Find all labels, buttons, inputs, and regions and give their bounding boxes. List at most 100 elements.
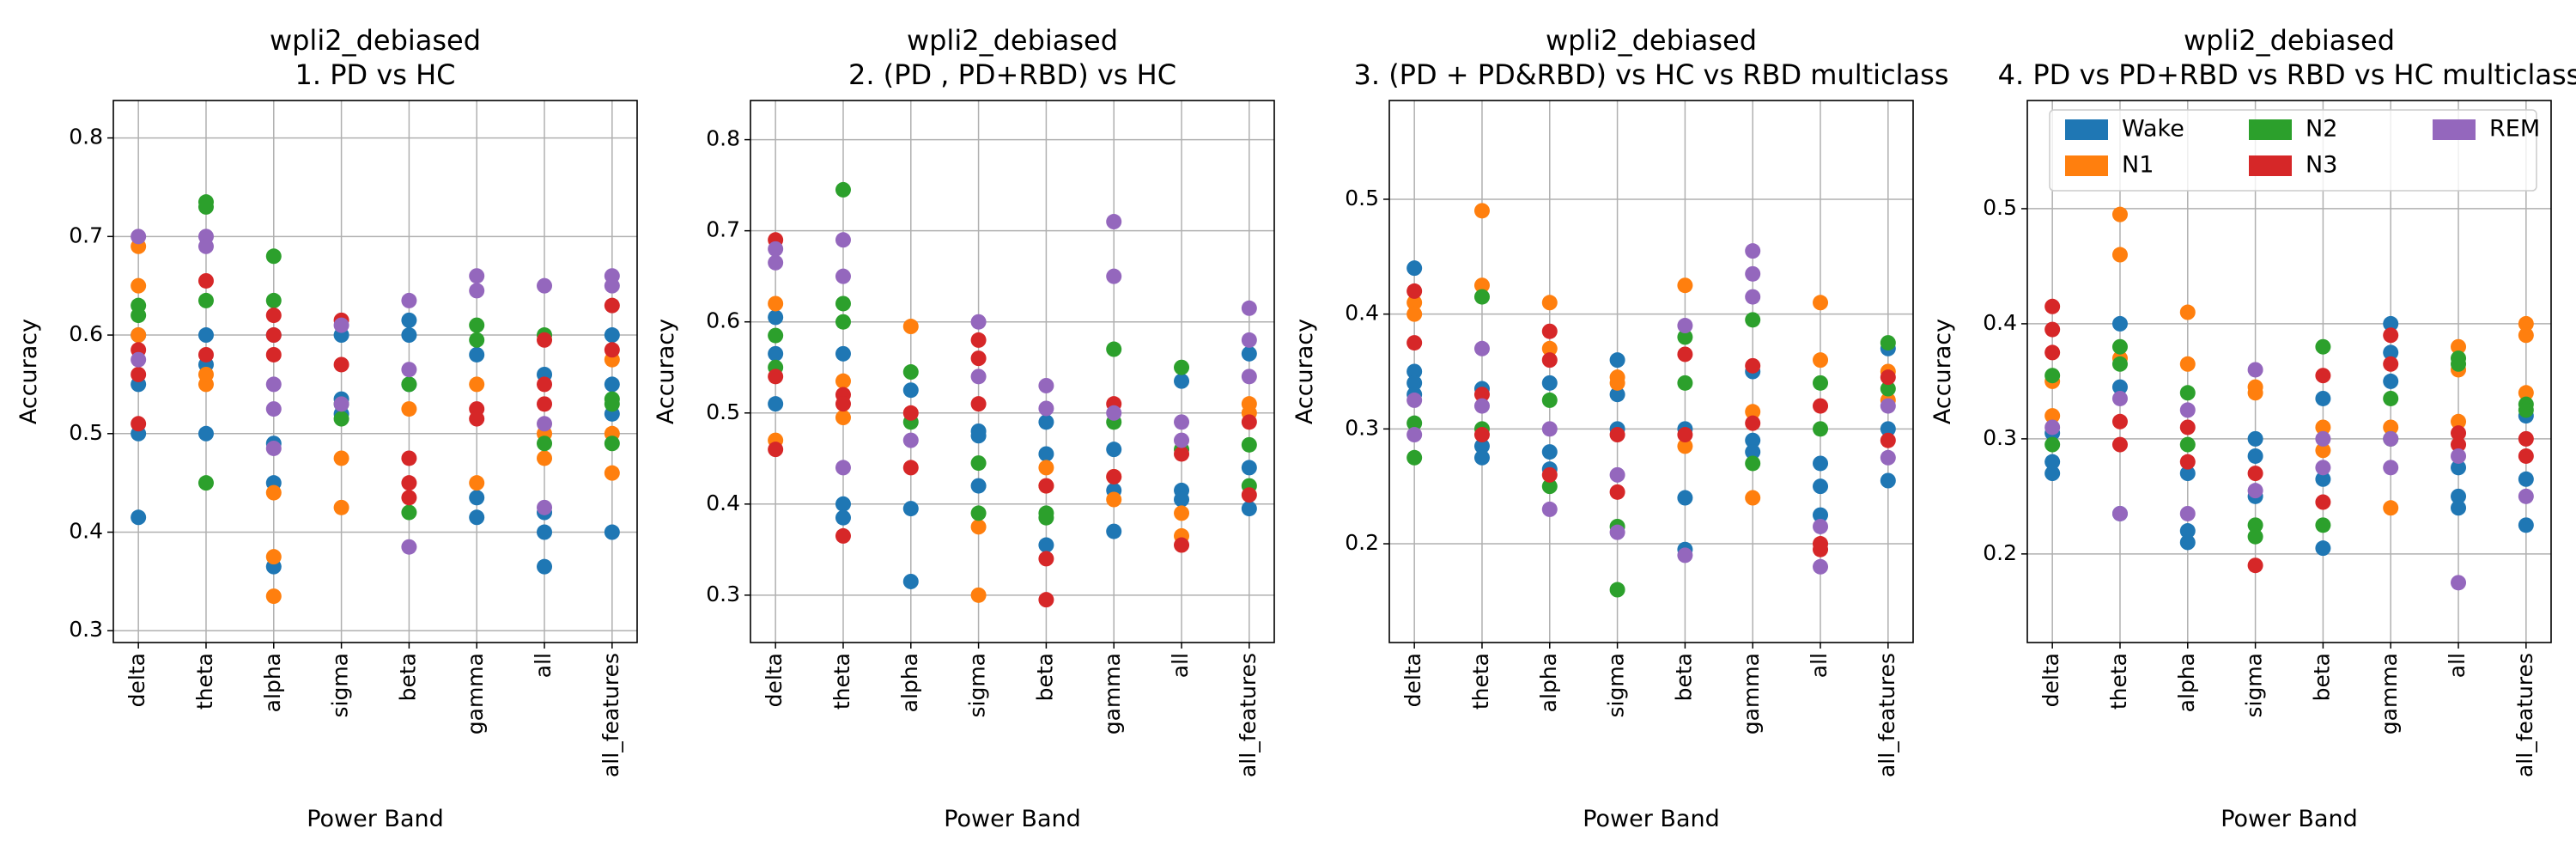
point xyxy=(902,573,919,589)
point xyxy=(265,401,282,417)
point xyxy=(970,455,987,472)
point xyxy=(2383,419,2399,436)
point xyxy=(1813,398,1829,414)
point xyxy=(1106,268,1122,284)
point xyxy=(537,436,553,452)
x-tick-label: theta xyxy=(829,653,854,710)
point xyxy=(835,373,851,389)
point xyxy=(2518,327,2534,344)
point xyxy=(197,346,214,362)
point xyxy=(2383,500,2399,516)
point xyxy=(970,369,987,385)
point xyxy=(1174,537,1190,553)
point xyxy=(197,198,214,215)
point xyxy=(2315,390,2331,406)
point xyxy=(1813,478,1829,495)
y-tick-label: 0.2 xyxy=(1345,530,1379,555)
point xyxy=(1541,444,1558,460)
point xyxy=(537,396,553,412)
x-tick-label: delta xyxy=(2038,653,2063,707)
point xyxy=(1106,214,1122,230)
point xyxy=(401,475,417,491)
point xyxy=(2044,368,2061,384)
point xyxy=(131,228,147,245)
x-axis-label: Power Band xyxy=(2221,806,2358,832)
point xyxy=(2451,356,2467,372)
point xyxy=(2383,430,2399,447)
point xyxy=(1745,289,1761,305)
point xyxy=(1609,387,1625,403)
point xyxy=(2247,528,2263,545)
y-tick-label: 0.7 xyxy=(69,222,103,247)
point xyxy=(2247,483,2263,499)
point xyxy=(265,292,282,308)
point xyxy=(1541,478,1558,495)
x-tick-label: beta xyxy=(2309,653,2334,701)
point xyxy=(1174,491,1190,508)
point xyxy=(265,346,282,362)
point xyxy=(2383,373,2399,389)
point xyxy=(1813,518,1829,534)
point xyxy=(1406,415,1423,431)
point xyxy=(1677,490,1693,506)
point xyxy=(835,460,851,476)
y-tick-label: 0.3 xyxy=(1983,425,2017,450)
x-tick-label: gamma xyxy=(1739,653,1764,734)
point xyxy=(902,460,919,476)
point xyxy=(2179,454,2196,470)
point xyxy=(401,504,417,521)
point xyxy=(333,317,349,333)
point xyxy=(2044,298,2061,314)
point xyxy=(1241,501,1257,517)
point xyxy=(1745,243,1761,259)
point xyxy=(537,376,553,393)
point xyxy=(1174,505,1190,521)
y-axis-label: Accuracy xyxy=(15,319,42,424)
y-tick-label: 0.4 xyxy=(1345,301,1379,326)
point xyxy=(2111,379,2128,395)
subplot: 0.2 0.3 0.4 0.5 delta theta alpha sigma beta gamm… xyxy=(1291,24,1949,832)
point xyxy=(1406,295,1423,311)
point xyxy=(333,450,349,466)
axes-frame xyxy=(750,100,1275,643)
point xyxy=(2518,385,2534,401)
point xyxy=(2383,327,2399,344)
point xyxy=(2179,419,2196,436)
point xyxy=(2247,362,2263,378)
point xyxy=(604,277,620,294)
point xyxy=(1406,449,1423,466)
point xyxy=(131,277,147,294)
point xyxy=(469,376,485,393)
point xyxy=(1745,444,1761,460)
point xyxy=(2247,466,2263,482)
axes-frame xyxy=(112,100,638,643)
point xyxy=(401,401,417,417)
point xyxy=(2315,368,2331,384)
x-tick-label: theta xyxy=(1468,653,1493,710)
point xyxy=(835,527,851,544)
y-tick-label: 0.5 xyxy=(706,399,740,424)
axes-frame xyxy=(2026,100,2552,643)
point xyxy=(768,327,784,344)
point xyxy=(604,297,620,314)
point xyxy=(2111,436,2128,453)
point xyxy=(1745,432,1761,448)
point xyxy=(902,382,919,399)
point xyxy=(1241,300,1257,316)
y-axis-label: Accuracy xyxy=(653,319,679,424)
point xyxy=(835,181,851,198)
point xyxy=(401,450,417,466)
y-tick-label: 0.4 xyxy=(69,519,103,544)
point xyxy=(970,332,987,348)
point xyxy=(197,292,214,308)
point xyxy=(1745,455,1761,472)
point xyxy=(1174,414,1190,430)
x-tick-label: all_features xyxy=(1874,653,1899,777)
point xyxy=(835,314,851,330)
point xyxy=(1038,400,1054,417)
point xyxy=(2179,534,2196,551)
point xyxy=(469,346,485,362)
point xyxy=(2518,471,2534,487)
